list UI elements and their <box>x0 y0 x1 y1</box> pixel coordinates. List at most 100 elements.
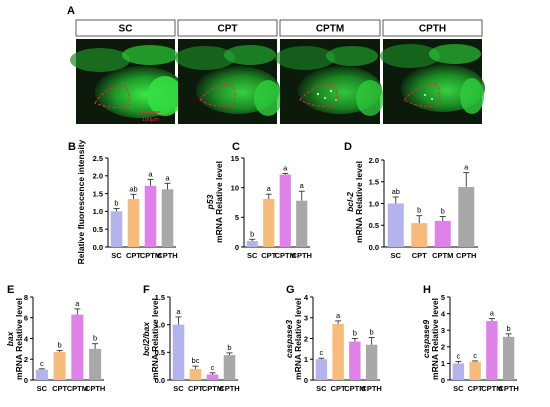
y-tick-label: 15 <box>231 154 239 163</box>
panel-letter: H <box>423 284 431 296</box>
panel-letter: G <box>286 284 295 296</box>
x-tick-label: CPT <box>331 384 346 393</box>
bar-cpt <box>411 223 428 247</box>
y-axis-gene-label: bax <box>5 330 15 346</box>
y-tick-label: 0.0 <box>93 243 103 252</box>
bar-cpth <box>365 344 378 380</box>
y-axis-label: mRNA Relative level <box>14 298 24 380</box>
significance-letter: a <box>490 309 495 318</box>
bar-cptm <box>71 314 84 380</box>
x-tick-label: CPTM <box>344 384 365 393</box>
y-tick-label: 1.0 <box>93 207 103 216</box>
fluor-image-cpth <box>380 39 485 124</box>
y-tick-label: 1.5 <box>93 189 103 198</box>
y-tick-label: 2.0 <box>93 172 103 181</box>
x-tick-label: CPTH <box>361 384 381 393</box>
panel-letter: F <box>143 284 150 296</box>
bar-sc <box>315 359 328 380</box>
significance-letter: a <box>75 299 80 308</box>
y-tick-label: 0.5 <box>155 348 165 357</box>
bar-cpth <box>223 355 236 380</box>
significance-letter: b <box>227 343 231 352</box>
x-tick-label: CPTM <box>275 251 296 260</box>
y-axis-label: mRNA Relative level <box>430 298 440 380</box>
group-label-cpth: CPTH <box>419 24 446 35</box>
bar-sc <box>387 203 404 247</box>
y-tick-label: 0.0 <box>369 243 379 252</box>
fluorescence-images: 100μm <box>70 39 485 124</box>
y-tick-label: 1 <box>304 355 308 364</box>
group-box-cpt <box>177 19 278 37</box>
y-tick-label: 0 <box>235 243 239 252</box>
x-tick-label: CPT <box>261 251 276 260</box>
significance-letter: b <box>58 340 62 349</box>
y-tick-label: 1.0 <box>155 320 165 329</box>
x-tick-label: CPTM <box>140 251 161 260</box>
significance-letter: b <box>441 207 445 216</box>
y-tick-label: 0.5 <box>369 221 379 230</box>
panel-a-letter: A <box>67 5 75 17</box>
group-label-cptm: CPTM <box>316 24 344 35</box>
x-tick-label: SC <box>316 384 327 393</box>
scale-bar-label: 100μm <box>142 117 159 123</box>
significance-letter: a <box>267 184 272 193</box>
significance-letter: a <box>148 169 153 178</box>
x-tick-label: CPT <box>188 384 203 393</box>
y-axis-gene-label: bcl-2 <box>345 192 355 212</box>
fluor-image-cpt <box>175 39 282 124</box>
bar-cpth <box>296 200 308 247</box>
y-tick-label: 3 <box>441 326 445 335</box>
y-tick-label: 1.5 <box>155 293 165 302</box>
significance-letter: b <box>370 327 374 336</box>
chart-panel-b: B Relative fluorescence intensity 0.0 0.5 1.… <box>68 139 178 264</box>
bar-cptm <box>279 174 291 247</box>
y-axis-label: mRNA Relative level <box>150 298 160 380</box>
x-tick-label: CPTH <box>157 251 177 260</box>
y-tick-label: 2 <box>24 355 28 364</box>
bar-cpth <box>161 189 174 247</box>
y-tick-label: 1 <box>441 359 445 368</box>
panel-letter: B <box>68 141 76 153</box>
y-tick-label: 5 <box>441 293 445 302</box>
y-tick-label: 2.0 <box>369 156 379 165</box>
y-tick-label: 4 <box>441 309 446 318</box>
y-tick-label: 0 <box>441 376 445 385</box>
y-tick-label: 6 <box>24 314 28 323</box>
y-tick-label: 1.0 <box>369 199 379 208</box>
y-tick-label: 0.0 <box>155 376 165 385</box>
y-tick-label: 8 <box>24 293 28 302</box>
y-tick-label: 2 <box>441 343 445 352</box>
y-tick-label: 4 <box>24 334 29 343</box>
significance-letter: b <box>114 199 118 208</box>
significance-letter: b <box>93 334 97 343</box>
y-tick-label: 1.5 <box>369 178 379 187</box>
bar-sc <box>110 211 123 247</box>
x-tick-label: SC <box>391 251 402 260</box>
y-axis-label: Relative fluorescence intensity <box>76 139 86 264</box>
x-tick-label: CPTM <box>202 384 223 393</box>
y-tick-label: 0 <box>24 376 28 385</box>
y-axis-label: mRNA Relative level <box>214 161 224 243</box>
x-tick-label: SC <box>111 251 122 260</box>
y-tick-label: 3 <box>304 314 308 323</box>
x-tick-label: CPTH <box>219 384 239 393</box>
significance-letter: b <box>250 229 254 238</box>
significance-letter: c <box>457 351 461 360</box>
significance-letter: b <box>417 206 421 215</box>
x-tick-label: CPT <box>52 384 67 393</box>
y-tick-label: 0 <box>304 376 308 385</box>
y-tick-label: 10 <box>231 183 239 192</box>
y-axis-gene-label: p53 <box>205 194 215 210</box>
bar-sc <box>35 369 48 380</box>
bar-cpth <box>458 186 475 247</box>
y-tick-label: 0.5 <box>93 225 103 234</box>
significance-letter: ab <box>129 184 137 193</box>
bar-cpt <box>53 351 66 380</box>
significance-letter: bc <box>192 356 200 365</box>
bar-cptm <box>486 321 498 380</box>
